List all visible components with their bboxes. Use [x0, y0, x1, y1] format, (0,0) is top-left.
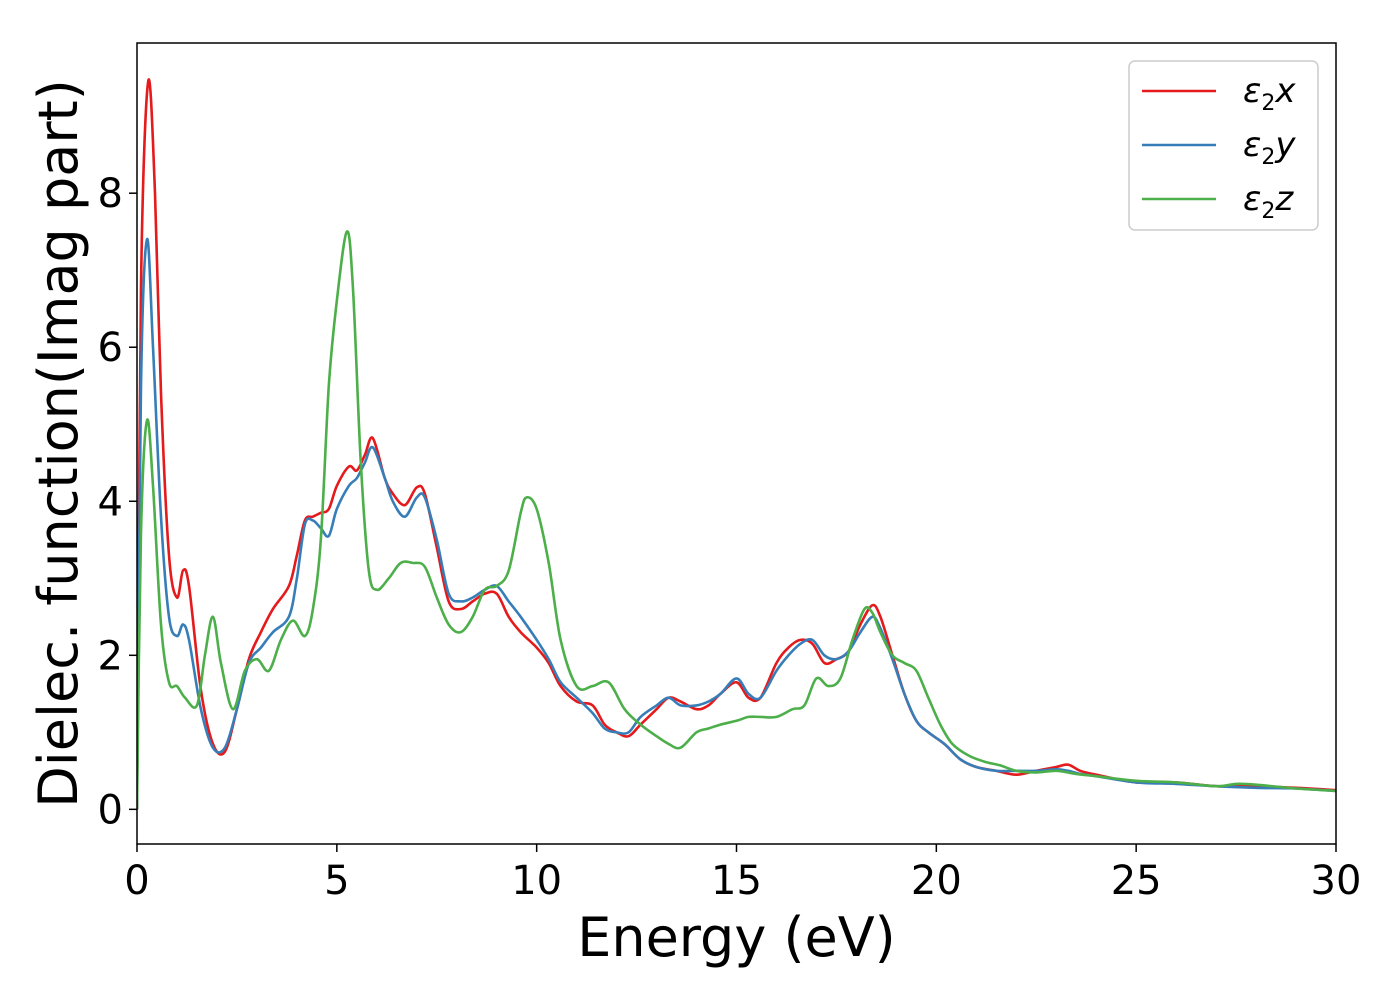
y-tick-label: 4: [98, 479, 123, 525]
x-tick-label: 15: [711, 858, 762, 904]
series-line-y: [137, 238, 1336, 810]
x-tick-label: 30: [1311, 858, 1362, 904]
x-axis-title: Energy (eV): [577, 906, 896, 969]
x-tick-label: 20: [911, 858, 962, 904]
y-tick-label: 8: [98, 171, 123, 217]
series-layer: [137, 78, 1336, 810]
y-tick-label: 6: [98, 325, 123, 371]
series-line-z: [137, 230, 1336, 810]
x-axis: 0 5 10 15 20 25 30: [124, 844, 1361, 904]
x-tick-label: 10: [511, 858, 562, 904]
y-tick-label: 2: [98, 633, 123, 679]
x-tick-label: 0: [124, 858, 149, 904]
x-tick-label: 25: [1111, 858, 1162, 904]
y-axis: 0 2 4 6 8: [98, 171, 137, 833]
y-axis-title: Dielec. function(Imag part): [27, 79, 90, 808]
legend-label-x: ε2x: [1243, 71, 1296, 116]
y-tick-label: 0: [98, 787, 123, 833]
legend-label-y: ε2y: [1243, 125, 1296, 170]
legend-label-z: ε2z: [1243, 179, 1294, 224]
legend: ε2x ε2y ε2z: [1128, 60, 1319, 231]
legend-box: [1128, 60, 1319, 231]
x-tick-label: 5: [324, 858, 349, 904]
